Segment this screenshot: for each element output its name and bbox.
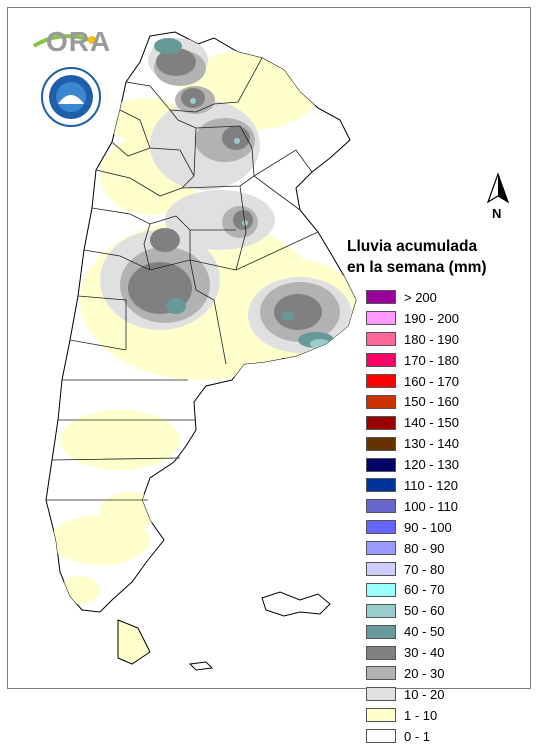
legend-item: 60 - 70 [366,579,459,600]
legend-label: 10 - 20 [404,686,445,702]
legend-swatch [366,290,396,305]
legend-item: 30 - 40 [366,642,459,663]
legend-label: 110 - 120 [404,477,458,493]
legend-label: 120 - 130 [404,457,459,473]
legend-swatch [366,499,396,514]
legend-label: 50 - 60 [404,603,445,619]
legend-label: 70 - 80 [404,561,445,577]
legend-swatch [366,603,396,618]
legend-title-line2: en la semana (mm) [347,259,487,276]
legend-label: 80 - 90 [404,540,445,556]
legend-label: 100 - 110 [404,498,458,514]
legend-item: 10 - 20 [366,684,459,705]
legend-swatch [366,311,396,326]
legend-item: 70 - 80 [366,559,459,580]
legend-item: 150 - 160 [366,391,459,412]
legend-title: Lluvia acumulada en la semana (mm) [347,236,487,278]
legend-swatch [366,645,396,660]
legend-swatch [366,687,396,702]
legend-swatch [366,541,396,556]
legend-label: 40 - 50 [404,624,445,640]
legend-item: 190 - 200 [366,308,459,329]
legend-item: 170 - 180 [366,350,459,371]
legend-item: 130 - 140 [366,433,459,454]
legend-swatch [366,332,396,347]
islands [117,591,331,671]
legend-label: 130 - 140 [404,436,459,452]
legend-item: 160 - 170 [366,371,459,392]
rainfall-map [32,31,357,671]
legend-label: 160 - 170 [404,373,459,389]
legend-label: 170 - 180 [404,352,459,368]
legend-label: 60 - 70 [404,582,445,598]
legend-item: 40 - 50 [366,621,459,642]
legend-swatch [366,520,396,535]
legend-label: 20 - 30 [404,665,445,681]
legend-item: 1 - 10 [366,705,459,726]
legend-label: > 200 [404,289,437,305]
legend-title-line1: Lluvia acumulada [347,238,478,255]
legend-swatch [366,562,396,577]
ora-logo-text: ORA [46,26,112,57]
legend: > 200 190 - 200 180 - 190 170 - 180 160 - 17… [366,287,459,747]
rainfall-shading [50,38,356,604]
legend-swatch [366,415,396,430]
legend-item: 120 - 130 [366,454,459,475]
legend-swatch [366,353,396,368]
legend-swatch [366,729,396,744]
north-arrow-icon [486,172,510,204]
legend-item: 140 - 150 [366,412,459,433]
legend-swatch [366,436,396,451]
legend-item: > 200 [366,287,459,308]
legend-label: 30 - 40 [404,645,445,661]
legend-item: 20 - 30 [366,663,459,684]
legend-swatch [366,582,396,597]
legend-item: 180 - 190 [366,329,459,350]
legend-label: 1 - 10 [404,707,438,723]
legend-label: 0 - 1 [404,728,431,744]
legend-item: 100 - 110 [366,496,459,517]
legend-swatch [366,478,396,493]
agency-seal-icon [41,67,101,127]
legend-item: 110 - 120 [366,475,459,496]
ora-logo-icon [32,34,96,48]
legend-item: 0 - 1 [366,726,459,747]
legend-swatch [366,624,396,639]
north-arrow: N [482,172,514,225]
legend-item: 90 - 100 [366,517,459,538]
legend-item: 80 - 90 [366,538,459,559]
legend-swatch [366,457,396,472]
legend-label: 180 - 190 [404,331,459,347]
legend-swatch [366,708,396,723]
legend-label: 190 - 200 [404,310,459,326]
legend-item: 50 - 60 [366,600,459,621]
legend-label: 150 - 160 [404,394,459,410]
legend-label: 90 - 100 [404,519,452,535]
legend-swatch [366,394,396,409]
legend-swatch [366,374,396,388]
north-label: N [492,206,502,221]
legend-swatch [366,666,396,681]
province-borders [46,57,319,501]
legend-label: 140 - 150 [404,415,459,431]
